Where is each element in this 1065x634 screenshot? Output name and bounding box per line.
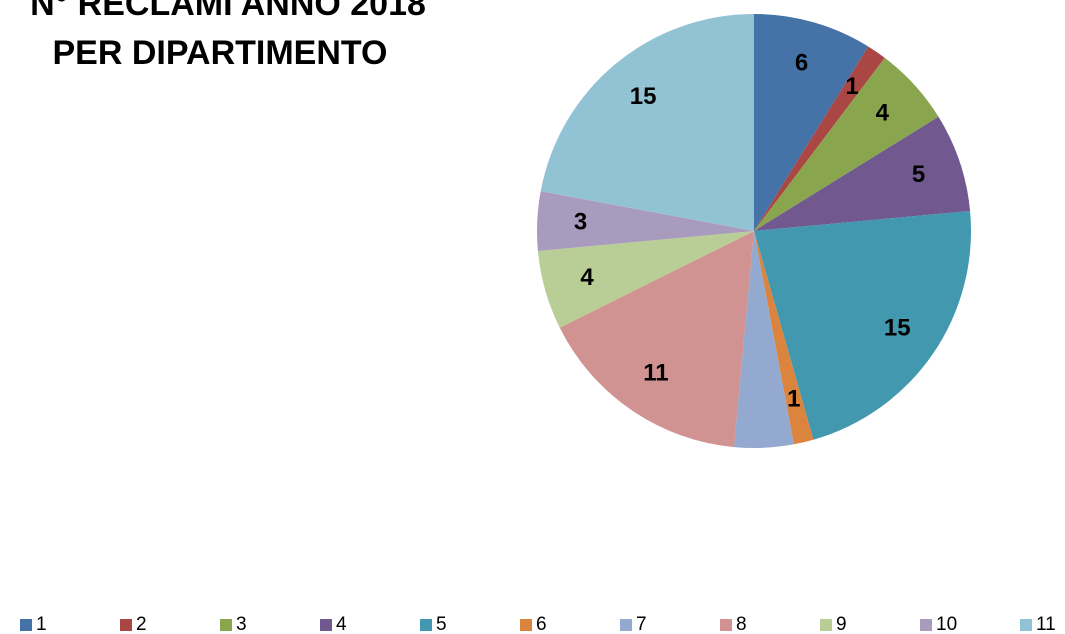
legend-swatch	[820, 619, 832, 631]
legend-label: 8	[736, 614, 747, 634]
legend-swatch	[20, 619, 32, 631]
data-label: 5	[912, 161, 925, 188]
pie-slice	[537, 231, 754, 328]
pie-slice	[536, 191, 754, 252]
legend-swatch	[520, 619, 532, 631]
legend-swatch	[620, 619, 632, 631]
legend-label: 3	[236, 614, 247, 634]
legend-swatch	[420, 619, 432, 631]
legend-label: 11	[1036, 614, 1056, 634]
legend-label: 4	[336, 614, 347, 634]
legend-label: 2	[136, 614, 147, 634]
data-label: 4	[580, 264, 594, 291]
pie-slice	[754, 14, 869, 231]
pie-slice	[754, 231, 814, 445]
data-label: 11	[643, 360, 668, 387]
pie-slice	[754, 57, 939, 231]
chart-title: N° RECLAMI ANNO 2018	[30, 0, 426, 23]
legend-label: 7	[636, 614, 647, 634]
data-label: 3	[574, 208, 587, 235]
chart-title: PER DIPARTIMENTO	[53, 34, 388, 72]
data-label: 6	[795, 49, 808, 76]
pie-slice	[754, 210, 972, 440]
pie-slice	[540, 14, 754, 231]
legend-swatch	[220, 619, 232, 631]
pie-slice	[559, 231, 754, 448]
legend-swatch	[920, 619, 932, 631]
legend-label: 10	[936, 614, 957, 634]
data-label: 15	[884, 314, 911, 341]
legend-swatch	[720, 619, 732, 631]
data-label: 4	[876, 99, 890, 126]
legend-label: 5	[436, 614, 447, 634]
legend-swatch	[320, 619, 332, 631]
pie-slice	[733, 231, 794, 448]
legend-label: 1	[36, 614, 47, 634]
data-label: 15	[630, 83, 657, 110]
legend-swatch	[120, 619, 132, 631]
pie-slice	[754, 116, 971, 231]
data-label: 1	[787, 385, 800, 412]
legend-label: 9	[836, 614, 847, 634]
legend-swatch	[1020, 619, 1032, 631]
legend-label: 6	[536, 614, 547, 634]
pie-slice	[754, 46, 885, 231]
data-label: 1	[845, 73, 858, 100]
